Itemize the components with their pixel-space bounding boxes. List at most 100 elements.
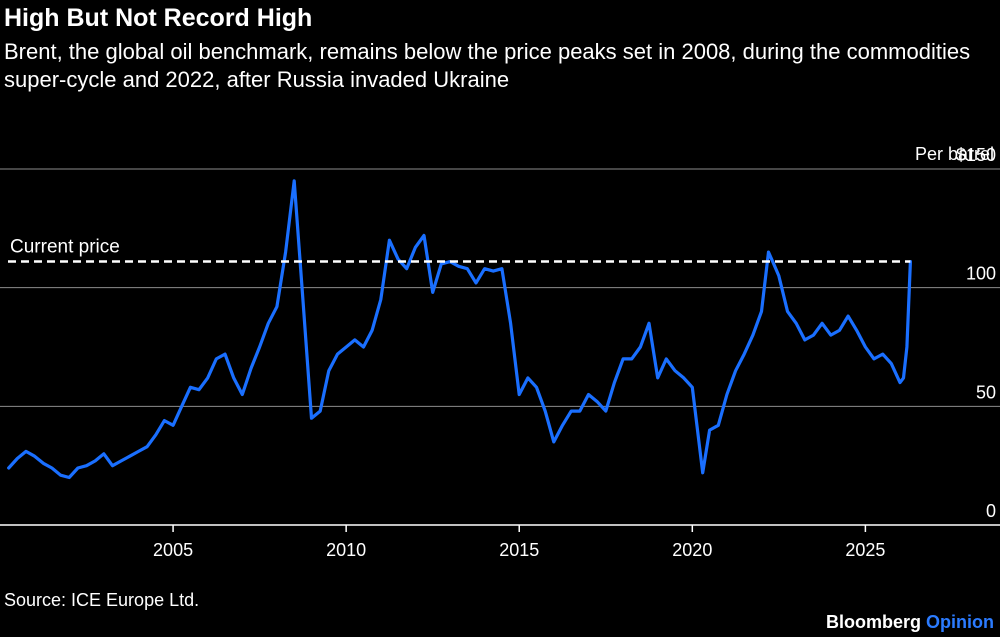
data-point: [154, 433, 157, 436]
data-point: [431, 291, 434, 294]
data-point: [353, 338, 356, 342]
data-point: [24, 450, 28, 453]
data-point: [561, 424, 564, 427]
data-point: [803, 338, 806, 342]
data-point: [16, 457, 19, 460]
data-point: [145, 445, 149, 448]
data-point: [890, 362, 893, 365]
data-point: [414, 246, 417, 249]
data-point: [232, 376, 235, 380]
data-point: [500, 267, 504, 270]
series-line-brent: [7, 179, 913, 480]
data-point: [734, 369, 737, 372]
data-point: [578, 409, 581, 413]
data-point: [310, 417, 313, 420]
data-point: [319, 409, 322, 413]
data-point: [275, 305, 279, 308]
data-point: [855, 329, 858, 332]
chart-title: High But Not Record High: [4, 4, 313, 32]
data-point: [492, 269, 495, 273]
data-point: [466, 267, 469, 270]
data-point: [630, 357, 633, 361]
data-point: [872, 357, 876, 361]
data-point: [85, 464, 88, 467]
data-point: [829, 333, 832, 337]
x-tick-label: 2005: [153, 540, 193, 560]
data-point: [120, 459, 123, 463]
data-point: [68, 476, 71, 479]
data-point: [33, 455, 36, 458]
data-point: [128, 455, 131, 458]
data-point: [197, 388, 201, 391]
data-point: [595, 400, 599, 403]
data-point: [898, 381, 902, 384]
data-point: [284, 250, 287, 254]
data-point: [327, 369, 330, 372]
data-point: [206, 376, 209, 380]
data-point: [7, 466, 10, 470]
data-point: [701, 471, 704, 474]
reference-line-label: Current price: [10, 237, 120, 258]
data-point: [772, 262, 775, 266]
x-tick-label: 2010: [326, 540, 366, 560]
data-point: [137, 450, 140, 453]
brand-suffix: Opinion: [926, 612, 994, 632]
data-point: [293, 179, 296, 183]
data-point: [189, 386, 192, 389]
x-tick-label: 2015: [499, 540, 539, 560]
data-point: [336, 352, 339, 356]
data-point: [535, 386, 538, 389]
data-point: [267, 322, 270, 325]
data-point: [864, 345, 867, 349]
series-group: [7, 179, 913, 480]
data-point: [743, 352, 746, 356]
data-point: [345, 345, 348, 349]
y-tick-label: 0: [986, 501, 996, 521]
data-point: [518, 393, 521, 396]
data-point: [725, 393, 729, 396]
data-point: [215, 357, 218, 361]
data-point: [102, 452, 106, 455]
data-point: [777, 274, 780, 277]
data-point: [111, 464, 114, 467]
data-point: [838, 329, 841, 332]
y-tick-label: $150: [956, 145, 996, 165]
data-point: [639, 345, 642, 349]
data-point: [509, 322, 512, 325]
data-point: [42, 462, 45, 465]
data-point: [241, 393, 244, 396]
data-point: [440, 262, 443, 266]
data-point: [457, 265, 460, 268]
data-point: [665, 357, 668, 361]
data-point: [708, 428, 711, 432]
data-point: [552, 440, 555, 444]
y-axis-unit-label: Per barrel: [914, 144, 994, 164]
source-note: Source: ICE Europe Ltd.: [4, 590, 200, 610]
data-point: [249, 367, 253, 370]
data-point: [526, 376, 530, 380]
data-point: [846, 314, 850, 318]
y-tick-label: 50: [976, 382, 996, 402]
brand-name: Bloomberg: [825, 612, 921, 632]
data-point: [50, 466, 54, 470]
x-axis-ticks: 2005 2010 2015 2020 2025: [153, 525, 885, 560]
data-point: [396, 258, 400, 261]
data-point: [691, 386, 694, 389]
x-tick-label: 2025: [845, 540, 885, 560]
gridlines: [0, 168, 1000, 526]
data-point: [587, 393, 590, 396]
data-point: [604, 409, 607, 413]
data-point: [362, 345, 365, 349]
data-point: [171, 424, 175, 427]
data-point: [656, 376, 659, 380]
data-point: [717, 424, 720, 427]
chart-subtitle: Brent, the global oil benchmark, remains…: [4, 39, 971, 92]
data-point: [544, 409, 547, 413]
data-point: [795, 322, 798, 325]
data-point: [379, 298, 382, 301]
data-point: [786, 310, 789, 313]
x-tick-label: 2020: [672, 540, 712, 560]
data-point: [621, 357, 625, 361]
data-point: [881, 352, 884, 356]
